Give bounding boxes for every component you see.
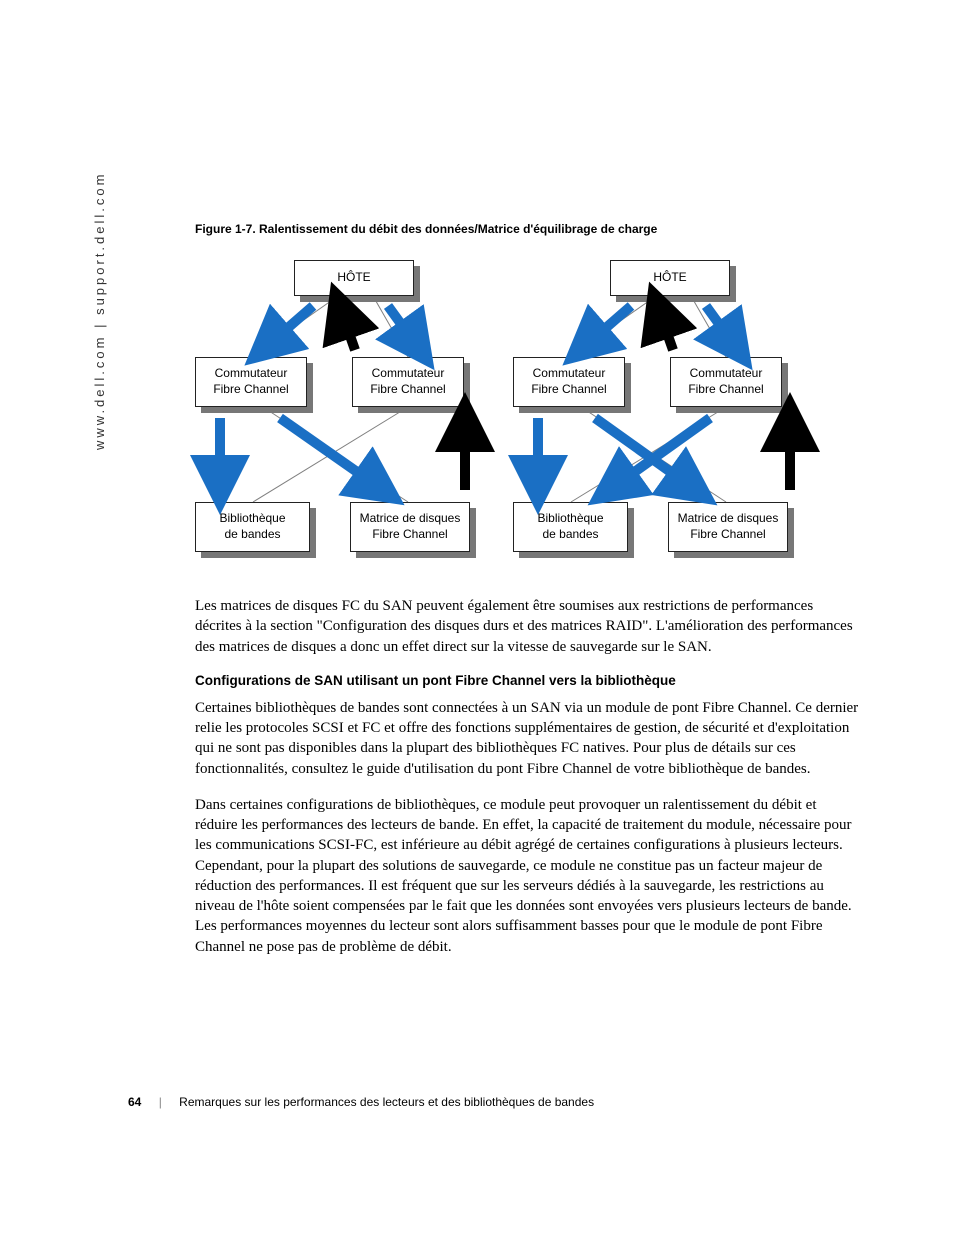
page-footer: 64 | Remarques sur les performances des … (128, 1095, 594, 1109)
footer-section-title: Remarques sur les performances des lecte… (179, 1095, 594, 1109)
content-area: Figure 1-7. Ralentissement du débit des … (195, 222, 860, 973)
diagram-figure: HÔTE Commutateur Fibre Channel Commutate… (195, 260, 835, 570)
figure-caption: Figure 1-7. Ralentissement du débit des … (195, 222, 860, 236)
diagram-arrows (195, 260, 835, 570)
page: www.dell.com | support.dell.com Figure 1… (0, 0, 954, 1235)
side-url-text: www.dell.com | support.dell.com (92, 172, 107, 450)
paragraph-1: Les matrices de disques FC du SAN peuven… (195, 596, 860, 657)
paragraph-2: Certaines bibliothèques de bandes sont c… (195, 698, 860, 779)
page-number: 64 (128, 1095, 141, 1109)
footer-divider: | (159, 1095, 162, 1109)
subsection-heading: Configurations de SAN utilisant un pont … (195, 673, 860, 688)
paragraph-3: Dans certaines configurations de bibliot… (195, 795, 860, 957)
